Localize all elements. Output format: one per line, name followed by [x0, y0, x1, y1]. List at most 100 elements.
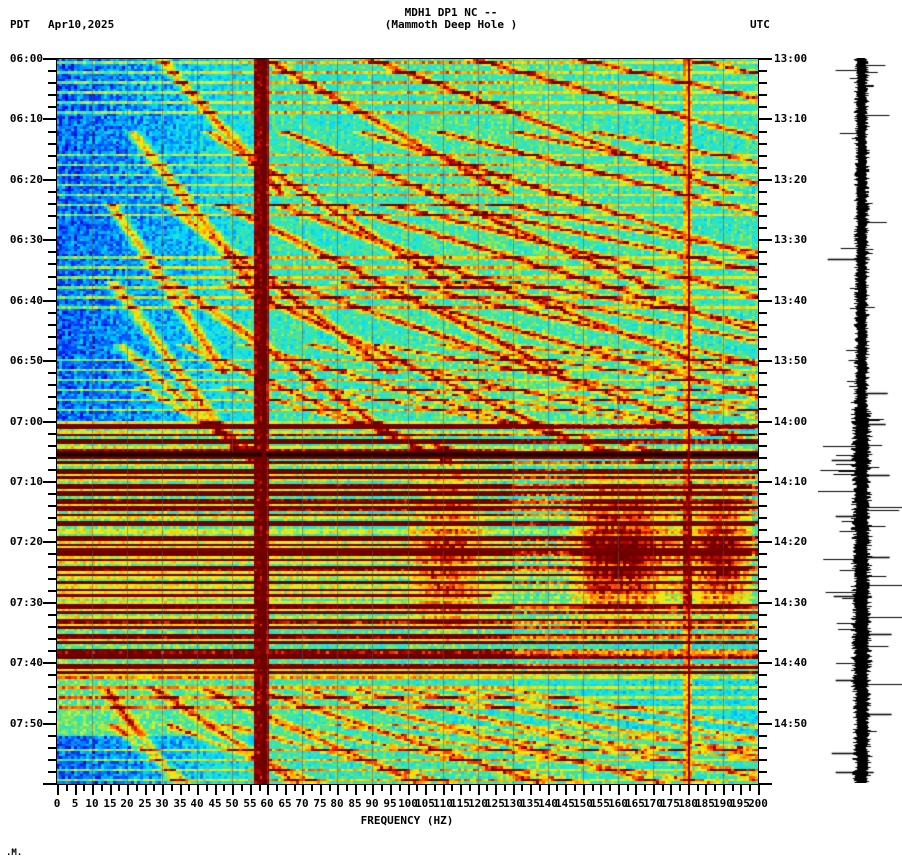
- time-tick-minor: [48, 263, 56, 265]
- time-axis-utc: 13:00 13:10 13:20 13:30 13:40 13:50 14:00 14:10…: [758, 53, 818, 785]
- time-tick-major: [759, 179, 772, 181]
- freq-tick-label: 25: [138, 797, 152, 810]
- time-tick-major: [43, 783, 56, 785]
- time-tick-minor: [48, 372, 56, 374]
- freq-tick-label: 135: [520, 797, 540, 810]
- time-tick-minor: [759, 553, 767, 555]
- freq-tick-minor: [294, 784, 296, 791]
- time-tick-minor: [759, 566, 767, 568]
- time-tick-minor: [48, 590, 56, 592]
- freq-tick-major: [232, 784, 234, 795]
- freq-tick-minor: [592, 784, 594, 791]
- time-tick-minor: [759, 191, 767, 193]
- time-tick-minor: [759, 590, 767, 592]
- time-tick-minor: [759, 106, 767, 108]
- time-tick-minor: [759, 94, 767, 96]
- freq-tick-major: [478, 784, 480, 795]
- time-tick-label-utc: 14:30: [774, 596, 808, 609]
- time-tick-minor: [48, 336, 56, 338]
- freq-tick-major: [670, 784, 672, 795]
- freq-tick-label: 170: [643, 797, 663, 810]
- freq-tick-major: [127, 784, 129, 795]
- time-tick-minor: [48, 578, 56, 580]
- freq-tick-minor: [434, 784, 436, 791]
- time-tick-minor: [759, 650, 767, 652]
- time-tick-minor: [759, 227, 767, 229]
- time-tick-label-utc: 13:20: [774, 173, 808, 186]
- time-tick-minor: [759, 263, 767, 265]
- time-tick-minor: [48, 650, 56, 652]
- time-tick-minor: [48, 408, 56, 410]
- freq-tick-label: 115: [450, 797, 470, 810]
- freq-tick-minor: [486, 784, 488, 791]
- time-tick-major: [759, 360, 772, 362]
- freq-tick-label: 180: [678, 797, 698, 810]
- time-tick-major: [43, 58, 56, 60]
- freq-tick-major: [600, 784, 602, 795]
- freq-tick-label: 100: [398, 797, 418, 810]
- freq-tick-major: [337, 784, 339, 795]
- freq-tick-major: [740, 784, 742, 795]
- freq-tick-minor: [223, 784, 225, 791]
- time-tick-minor: [759, 759, 767, 761]
- time-tick-label-utc: 13:30: [774, 233, 808, 246]
- time-tick-minor: [759, 131, 767, 133]
- freq-tick-minor: [662, 784, 664, 791]
- time-tick-minor: [48, 469, 56, 471]
- freq-tick-label: 70: [295, 797, 309, 810]
- freq-tick-major: [565, 784, 567, 795]
- freq-tick-minor: [714, 784, 716, 791]
- time-tick-label-local: 07:10: [9, 475, 43, 488]
- time-tick-minor: [759, 70, 767, 72]
- freq-tick-major: [688, 784, 690, 795]
- freq-tick-label: 80: [330, 797, 344, 810]
- time-tick-minor: [759, 396, 767, 398]
- freq-tick-minor: [627, 784, 629, 791]
- time-tick-minor: [48, 698, 56, 700]
- freq-tick-label: 40: [190, 797, 204, 810]
- time-tick-minor: [48, 131, 56, 133]
- freq-tick-major: [618, 784, 620, 795]
- time-tick-minor: [48, 735, 56, 737]
- freq-tick-label: 110: [433, 797, 453, 810]
- freq-tick-label: 50: [225, 797, 239, 810]
- freq-tick-label: 195: [730, 797, 750, 810]
- freq-tick-minor: [259, 784, 261, 791]
- freq-tick-major: [635, 784, 637, 795]
- time-tick-minor: [48, 553, 56, 555]
- freq-tick-minor: [171, 784, 173, 791]
- freq-tick-label: 20: [120, 797, 134, 810]
- freq-tick-label: 75: [313, 797, 327, 810]
- time-tick-minor: [48, 493, 56, 495]
- freq-tick-minor: [136, 784, 138, 791]
- time-tick-minor: [759, 493, 767, 495]
- freq-tick-minor: [153, 784, 155, 791]
- time-tick-major: [759, 421, 772, 423]
- time-tick-minor: [759, 203, 767, 205]
- time-tick-minor: [48, 396, 56, 398]
- time-tick-minor: [759, 312, 767, 314]
- time-tick-minor: [48, 312, 56, 314]
- freq-tick-major: [285, 784, 287, 795]
- freq-tick-minor: [574, 784, 576, 791]
- time-tick-label-local: 07:40: [9, 656, 43, 669]
- spectrogram-plot[interactable]: [56, 58, 759, 785]
- freq-tick-minor: [188, 784, 190, 791]
- freq-tick-label: 55: [243, 797, 257, 810]
- time-tick-minor: [759, 445, 767, 447]
- freq-tick-label: 125: [485, 797, 505, 810]
- time-tick-label-utc: 14:10: [774, 475, 808, 488]
- freq-tick-major: [250, 784, 252, 795]
- freq-tick-minor: [364, 784, 366, 791]
- time-tick-major: [43, 179, 56, 181]
- frequency-axis-title: FREQUENCY (HZ): [360, 814, 454, 827]
- seismogram-trace-panel: [818, 58, 902, 783]
- time-tick-minor: [759, 638, 767, 640]
- timezone-label-left: PDT: [10, 18, 30, 31]
- freq-tick-minor: [276, 784, 278, 791]
- freq-tick-minor: [539, 784, 541, 791]
- freq-tick-minor: [697, 784, 699, 791]
- time-tick-minor: [48, 70, 56, 72]
- time-tick-label-local: 06:10: [9, 112, 43, 125]
- time-tick-minor: [759, 276, 767, 278]
